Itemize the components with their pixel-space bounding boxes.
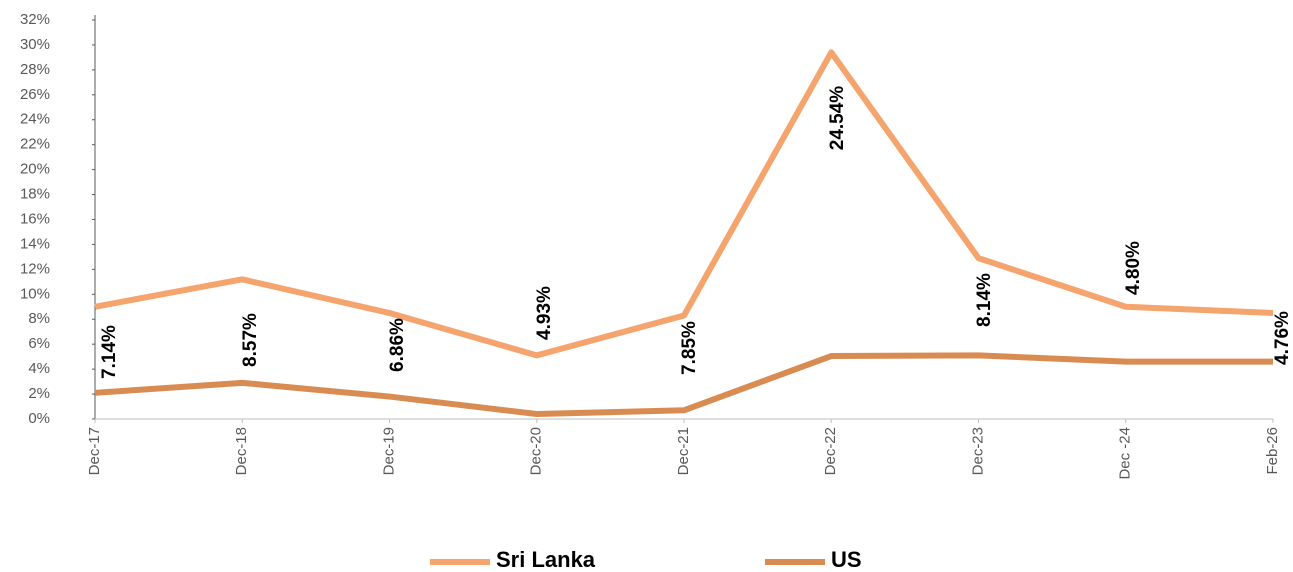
y-tick-label: 0% (28, 410, 50, 427)
x-tick-label: Feb-26 (1264, 427, 1281, 475)
legend-label: Sri Lanka (496, 547, 596, 572)
line-series (94, 352, 1273, 418)
y-tick-label: 24% (20, 111, 50, 128)
spread-label: 7.14% (99, 325, 120, 379)
legend-label: US (831, 547, 862, 572)
spread-label: 4.80% (1123, 241, 1144, 295)
y-tick-label: 16% (20, 210, 50, 227)
spread-label: 4.76% (1272, 311, 1293, 365)
y-tick-label: 2% (28, 385, 50, 402)
y-tick-label: 18% (20, 186, 50, 203)
y-tick-label: 26% (20, 86, 50, 103)
y-tick-label: 20% (20, 161, 50, 178)
y-tick-label: 22% (20, 136, 50, 153)
spread-label: 4.93% (534, 286, 555, 340)
x-tick-label: Dec-18 (233, 427, 250, 475)
x-tick-label: Dec-17 (86, 427, 103, 475)
y-tick-label: 32% (20, 11, 50, 28)
x-tick-label: Dec-22 (822, 427, 839, 475)
spread-label: 8.57% (240, 313, 261, 367)
y-tick-label: 12% (20, 260, 50, 277)
y-tick-label: 30% (20, 36, 50, 53)
y-tick-label: 14% (20, 235, 50, 252)
x-tick-label: Dec-20 (528, 427, 545, 475)
y-tick-label: 28% (20, 61, 50, 78)
spread-label: 6.86% (387, 318, 408, 372)
line-series (94, 49, 1274, 359)
x-tick-label: Dec-23 (969, 427, 986, 475)
y-tick-label: 8% (28, 310, 50, 327)
spread-label: 8.14% (974, 273, 995, 327)
x-tick-label: Dec-19 (380, 427, 397, 475)
x-tick-label: Dec-21 (675, 427, 692, 475)
y-tick-label: 4% (28, 360, 50, 377)
spread-label: 24.54% (827, 86, 848, 151)
y-tick-label: 6% (28, 335, 50, 352)
spread-label: 7.85% (679, 321, 700, 375)
y-tick-label: 10% (20, 285, 50, 302)
x-tick-label: Dec -24 (1117, 427, 1134, 480)
